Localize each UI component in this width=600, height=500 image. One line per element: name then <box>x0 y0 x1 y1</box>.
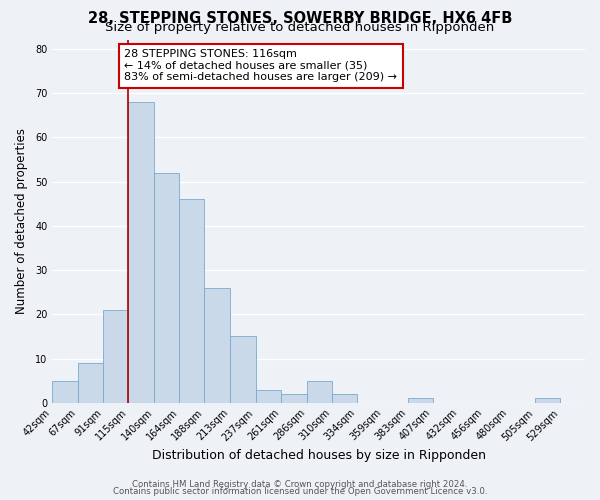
Bar <box>332 394 356 403</box>
Bar <box>408 398 433 403</box>
Text: Contains public sector information licensed under the Open Government Licence v3: Contains public sector information licen… <box>113 487 487 496</box>
Bar <box>78 363 103 403</box>
Text: Size of property relative to detached houses in Ripponden: Size of property relative to detached ho… <box>106 22 494 35</box>
Text: Contains HM Land Registry data © Crown copyright and database right 2024.: Contains HM Land Registry data © Crown c… <box>132 480 468 489</box>
Bar <box>256 390 281 403</box>
Bar <box>535 398 560 403</box>
Bar <box>230 336 256 403</box>
Bar <box>128 102 154 403</box>
Text: 28 STEPPING STONES: 116sqm
← 14% of detached houses are smaller (35)
83% of semi: 28 STEPPING STONES: 116sqm ← 14% of deta… <box>124 49 397 82</box>
Bar <box>205 288 230 403</box>
Bar <box>154 172 179 403</box>
Y-axis label: Number of detached properties: Number of detached properties <box>15 128 28 314</box>
Bar <box>281 394 307 403</box>
Bar <box>103 310 128 403</box>
Bar <box>52 380 78 403</box>
X-axis label: Distribution of detached houses by size in Ripponden: Distribution of detached houses by size … <box>152 450 485 462</box>
Bar <box>179 200 205 403</box>
Bar <box>307 380 332 403</box>
Text: 28, STEPPING STONES, SOWERBY BRIDGE, HX6 4FB: 28, STEPPING STONES, SOWERBY BRIDGE, HX6… <box>88 11 512 26</box>
